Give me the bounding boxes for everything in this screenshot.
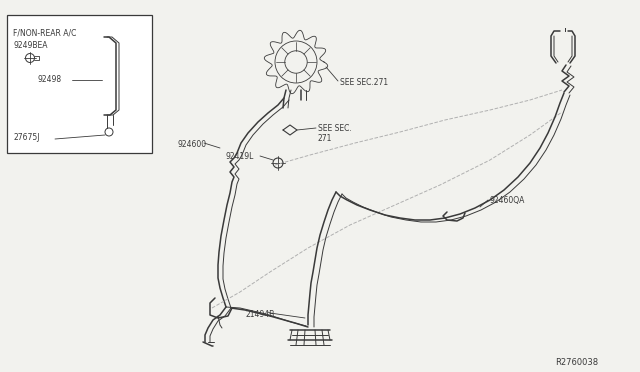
Text: 92460QA: 92460QA: [490, 196, 525, 205]
Text: R2760038: R2760038: [555, 358, 598, 367]
Text: SEE SEC.271: SEE SEC.271: [340, 78, 388, 87]
Text: F/NON-REAR A/C: F/NON-REAR A/C: [13, 28, 76, 37]
Bar: [7, 15, 152, 153]
Text: 92419L: 92419L: [226, 152, 254, 161]
Text: SEE SEC.
271: SEE SEC. 271: [318, 124, 352, 143]
Text: 27675J: 27675J: [13, 133, 40, 142]
Text: 21494B: 21494B: [245, 310, 275, 319]
Text: 924600: 924600: [178, 140, 207, 149]
Text: 9249BEA: 9249BEA: [13, 41, 47, 50]
Text: 92498: 92498: [37, 75, 61, 84]
